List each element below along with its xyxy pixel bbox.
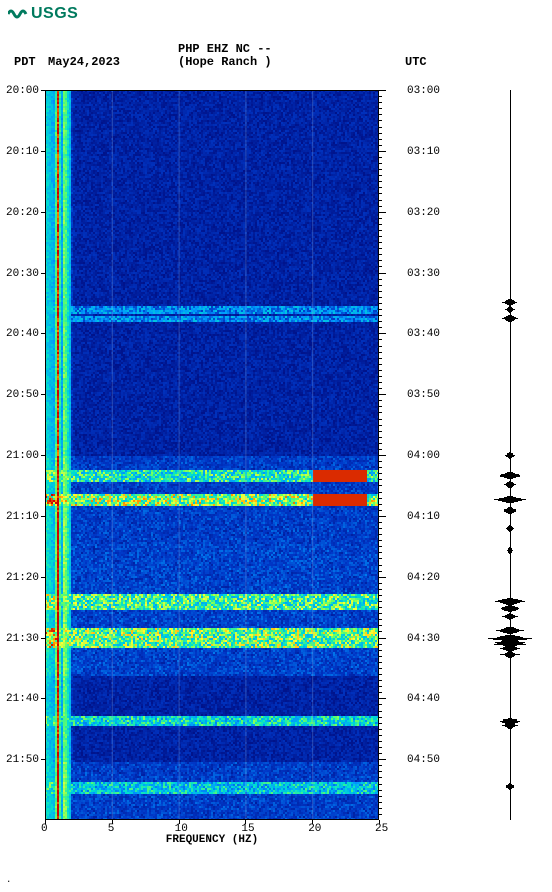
left-tick: 21:20 [6,572,39,584]
right-tick: 04:10 [407,511,440,523]
footer-mark: . [6,875,11,885]
left-tick: 21:00 [6,450,39,462]
usgs-logo-text: USGS [31,5,78,23]
usgs-logo: USGS [8,4,78,24]
freq-axis-title: FREQUENCY (HZ) [45,834,379,846]
header-left-date: May24,2023 [48,55,120,69]
header-center-1: PHP EHZ NC -- [178,42,272,56]
right-tick: 03:30 [407,268,440,280]
right-tick: 04:20 [407,572,440,584]
header-left-tz: PDT [14,55,36,69]
usgs-logo-wave [8,4,28,24]
header-right-tz: UTC [405,55,427,69]
right-tick: 03:10 [407,146,440,158]
left-tick: 20:30 [6,268,39,280]
left-tick: 20:50 [6,389,39,401]
right-tick: 04:50 [407,754,440,766]
header-center-2: (Hope Ranch ) [178,55,272,69]
left-tick: 20:10 [6,146,39,158]
left-tick: 20:40 [6,328,39,340]
right-tick: 04:00 [407,450,440,462]
right-tick: 04:40 [407,693,440,705]
right-tick: 03:40 [407,328,440,340]
left-tick: 20:20 [6,207,39,219]
left-tick: 21:40 [6,693,39,705]
left-tick: 21:10 [6,511,39,523]
left-tick: 20:00 [6,85,39,97]
right-tick: 03:50 [407,389,440,401]
seismogram [480,90,540,820]
spectrogram [45,90,379,820]
left-tick: 21:50 [6,754,39,766]
right-tick: 03:20 [407,207,440,219]
left-tick: 21:30 [6,633,39,645]
right-tick: 03:00 [407,85,440,97]
right-tick: 04:30 [407,633,440,645]
